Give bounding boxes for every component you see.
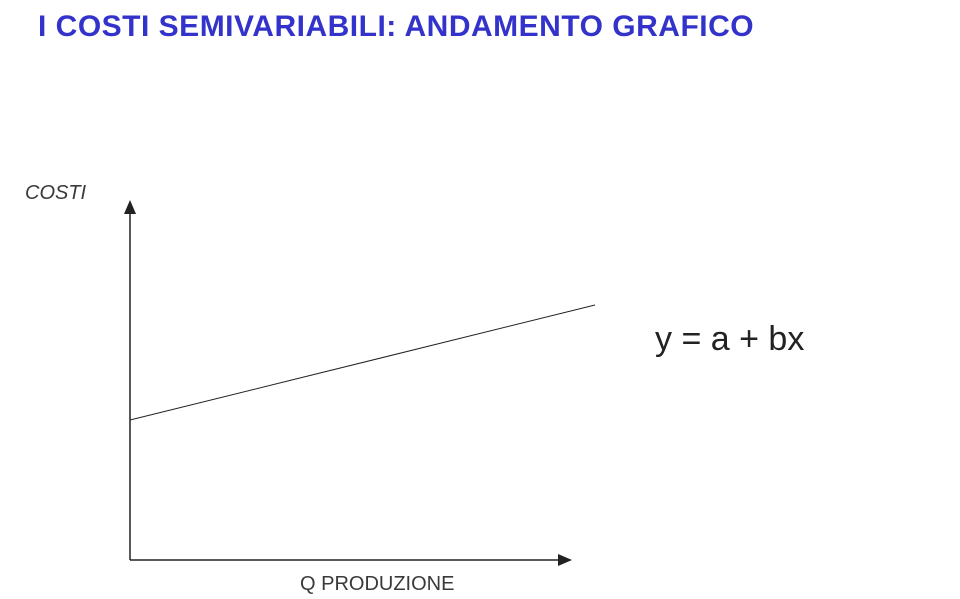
cost-line	[130, 305, 595, 420]
y-axis-arrowhead-icon	[124, 200, 136, 214]
cost-chart	[0, 0, 960, 599]
x-axis-arrowhead-icon	[558, 554, 572, 566]
